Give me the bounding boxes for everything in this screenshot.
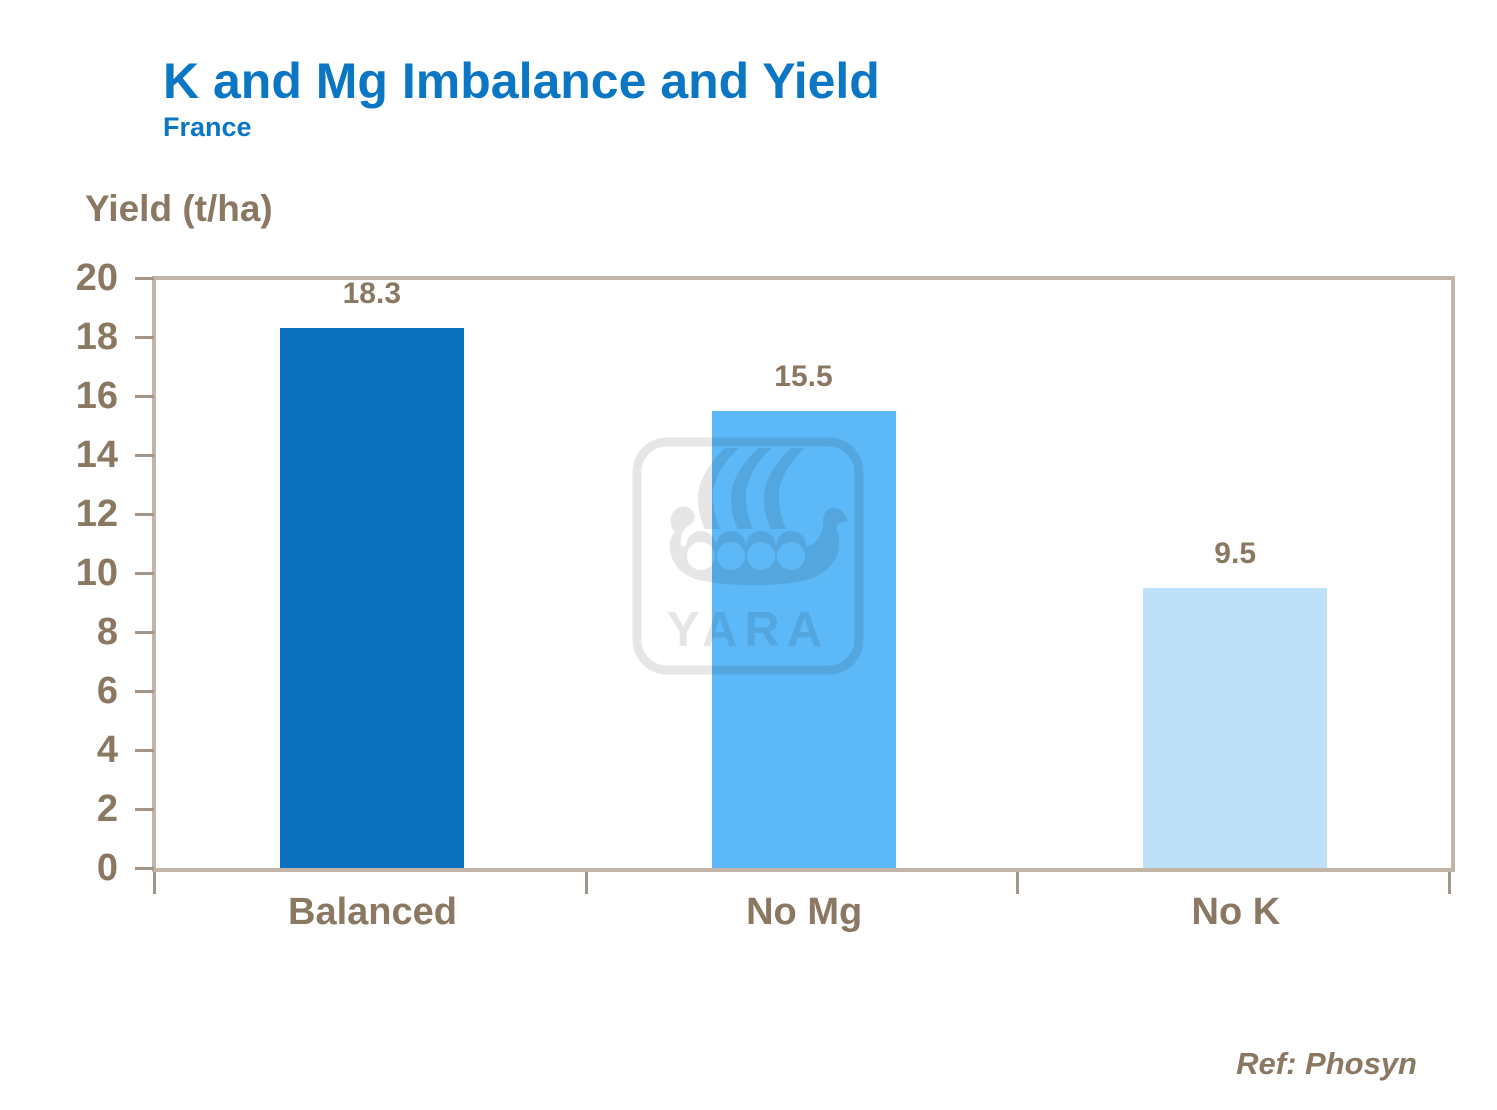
bar-value-label: 18.3	[342, 277, 402, 311]
bar-value-label: 9.5	[1214, 536, 1257, 570]
y-axis-tick	[135, 513, 154, 516]
y-axis-tick	[135, 572, 154, 575]
y-axis-tick-label: 0	[96, 847, 118, 889]
y-axis-tick	[135, 395, 154, 398]
y-axis-tick	[135, 867, 154, 870]
y-axis-tick-label: 10	[75, 552, 118, 594]
y-axis-tick-label: 14	[75, 434, 118, 476]
y-axis-tick	[135, 749, 154, 752]
bar	[279, 328, 464, 868]
y-axis-tick-label: 6	[96, 670, 118, 712]
x-axis-tick	[584, 872, 588, 894]
bar	[711, 410, 896, 868]
chart-subtitle: France	[163, 112, 252, 142]
y-axis-tick	[135, 631, 154, 634]
y-axis-title: Yield (t/ha)	[85, 188, 273, 229]
y-axis-tick	[135, 277, 154, 280]
y-axis-tick	[135, 808, 154, 811]
x-axis-category-label: No K	[1191, 891, 1281, 933]
chart-title: K and Mg Imbalance and Yield	[163, 53, 880, 109]
y-axis-tick-label: 18	[75, 316, 118, 358]
y-axis-tick	[135, 336, 154, 339]
y-axis-tick	[135, 690, 154, 693]
reference-text: Ref: Phosyn	[1236, 1046, 1417, 1081]
y-axis-tick-label: 4	[96, 729, 118, 771]
x-axis-category-label: No Mg	[746, 891, 863, 933]
y-axis-tick-label: 12	[75, 493, 118, 535]
bar	[1143, 587, 1328, 868]
x-axis-category-label: Balanced	[288, 891, 457, 933]
y-axis-tick-label: 16	[75, 375, 118, 417]
y-axis-tick-label: 2	[96, 788, 118, 830]
y-axis-tick-label: 20	[75, 257, 118, 299]
x-axis-tick	[153, 872, 156, 894]
x-axis-tick	[1016, 872, 1020, 894]
x-axis-tick	[1448, 872, 1451, 894]
y-axis-tick	[135, 454, 154, 457]
y-axis-tick-label: 8	[96, 611, 118, 653]
bar-value-label: 15.5	[774, 359, 833, 393]
